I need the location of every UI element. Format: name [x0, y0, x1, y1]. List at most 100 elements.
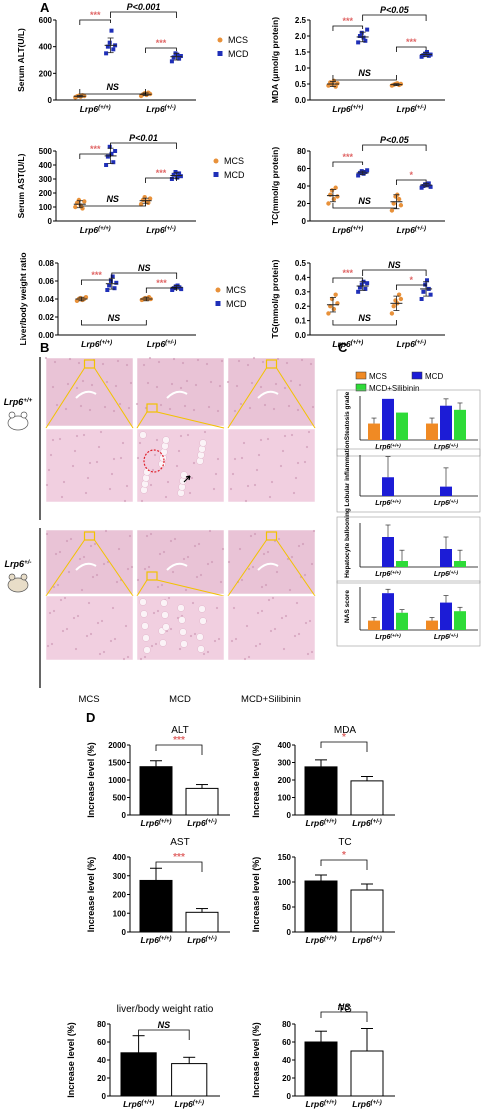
tissue-texture	[298, 383, 302, 387]
tissue-texture	[136, 578, 140, 582]
bar-mcd	[440, 405, 452, 440]
tissue-texture	[53, 360, 57, 364]
tissue-texture	[190, 476, 194, 480]
x-tick-label: Lrp6(+/+)	[306, 935, 337, 945]
tissue-texture	[240, 456, 244, 460]
fat-vacuole	[196, 633, 204, 641]
tissue-texture	[170, 382, 174, 386]
tissue-texture	[86, 476, 90, 480]
y-tick-label: 0.04	[38, 295, 54, 304]
bar-heterozygous	[171, 1063, 208, 1097]
sig-bracket	[332, 320, 397, 326]
tissue-texture	[93, 542, 97, 546]
sig-bracket	[110, 11, 177, 18]
bar-mcs	[368, 423, 380, 440]
tissue-texture	[186, 555, 190, 559]
bar-heterozygous	[350, 889, 384, 933]
tissue-texture	[100, 619, 104, 623]
tissue-texture	[255, 468, 259, 472]
y-tick-label: 0	[287, 811, 292, 820]
tissue-texture	[253, 483, 257, 487]
zoom-line	[227, 367, 267, 429]
tissue-texture	[268, 495, 272, 499]
arrow-icon	[183, 475, 191, 483]
data-point-mcd	[111, 47, 116, 52]
tissue-texture	[252, 356, 256, 360]
tissue-texture	[105, 380, 109, 384]
fat-vacuole	[139, 598, 147, 606]
sig-stars: ***	[343, 16, 354, 26]
tissue-texture	[182, 557, 186, 561]
tissue-texture	[260, 585, 264, 589]
sig-label-mcd: NS	[388, 260, 401, 270]
tissue-texture	[164, 495, 168, 499]
tissue-texture	[246, 484, 250, 488]
zoom-line	[276, 367, 316, 429]
mouse-ear-icon	[8, 411, 16, 419]
tissue-texture	[150, 644, 154, 648]
A-ALT-axes: 0 200 400 600 Serum ALT(U/L)	[16, 16, 196, 105]
vessel	[166, 390, 188, 399]
data-point-mcd	[425, 278, 429, 283]
A-MDA-marks: Lrp6(+/+) Lrp6(+/-) *** *** P<0.05 NS	[326, 5, 433, 114]
fat-vacuole	[178, 616, 186, 624]
tissue-texture	[75, 434, 79, 438]
y-tick-label: 300	[278, 759, 292, 768]
tissue-texture	[199, 573, 203, 577]
panel-c: MCS MCD MCD+Silibinin Steatosis grade Lrp6(+…	[336, 371, 481, 647]
data-point-mcd	[107, 40, 112, 45]
data-point-mcd	[361, 35, 366, 40]
bar-heterozygous	[350, 1050, 384, 1097]
histology-image	[136, 529, 225, 595]
tissue-texture	[267, 598, 271, 602]
tissue-texture	[72, 616, 76, 620]
x-tick-label: Lrp6(+/+)	[375, 570, 401, 579]
tissue-texture	[121, 441, 125, 445]
tissue-texture	[197, 542, 201, 546]
tissue-texture	[111, 606, 115, 610]
A-AST-marks: Lrp6(+/+) Lrp6(+/-) *** *** P<0.01 NS	[73, 133, 183, 235]
tissue-texture	[245, 624, 249, 628]
y-tick-label: 1.0	[295, 64, 307, 73]
tissue-texture	[81, 379, 85, 383]
tissue-texture	[264, 583, 268, 587]
legend-label: MCS	[369, 372, 387, 381]
tissue-texture	[49, 453, 53, 457]
data-point-mcd	[363, 286, 368, 291]
histology-image	[227, 595, 316, 661]
y-tick-label: 1000	[108, 776, 126, 785]
sig-stars: ***	[156, 278, 167, 288]
tissue-texture	[52, 585, 56, 589]
x-tick-label: Lrp6(+/-)	[146, 104, 175, 114]
tissue-texture	[192, 461, 196, 465]
data-point-mcd	[104, 163, 109, 167]
sig-bracket	[332, 203, 397, 209]
x-tick-label: Lrp6(+/+)	[80, 104, 111, 114]
tissue-texture	[300, 358, 304, 362]
sig-label-mcd: NS	[138, 263, 151, 273]
x-tick-label: Lrp6(+/-)	[352, 818, 381, 828]
data-point-mcs	[138, 202, 144, 207]
tissue-texture	[84, 491, 88, 495]
mouse-ear-icon	[8, 573, 16, 581]
sig-bracket	[81, 279, 113, 285]
x-tick-label: Lrp6(+/+)	[80, 225, 111, 235]
tissue-texture	[109, 639, 113, 643]
tissue-texture	[248, 406, 252, 410]
x-tick-label: Lrp6(+/-)	[352, 935, 381, 945]
bar-wildtype	[304, 880, 338, 933]
y-axis-label: Increase level (%)	[86, 857, 96, 933]
fat-vacuole	[143, 468, 151, 476]
tissue-texture	[249, 534, 253, 538]
panel-frame	[336, 448, 481, 513]
zoom-box	[146, 403, 158, 413]
data-point-mcs	[398, 296, 404, 302]
tissue-texture	[295, 601, 299, 605]
fat-vacuole	[141, 622, 149, 630]
tissue-texture	[59, 598, 63, 602]
tissue-texture	[305, 445, 309, 449]
bar-mcd	[440, 549, 452, 567]
sig-bracket	[320, 1011, 368, 1022]
sig-label-mcs: NS	[106, 82, 119, 92]
tissue-texture	[117, 547, 121, 551]
